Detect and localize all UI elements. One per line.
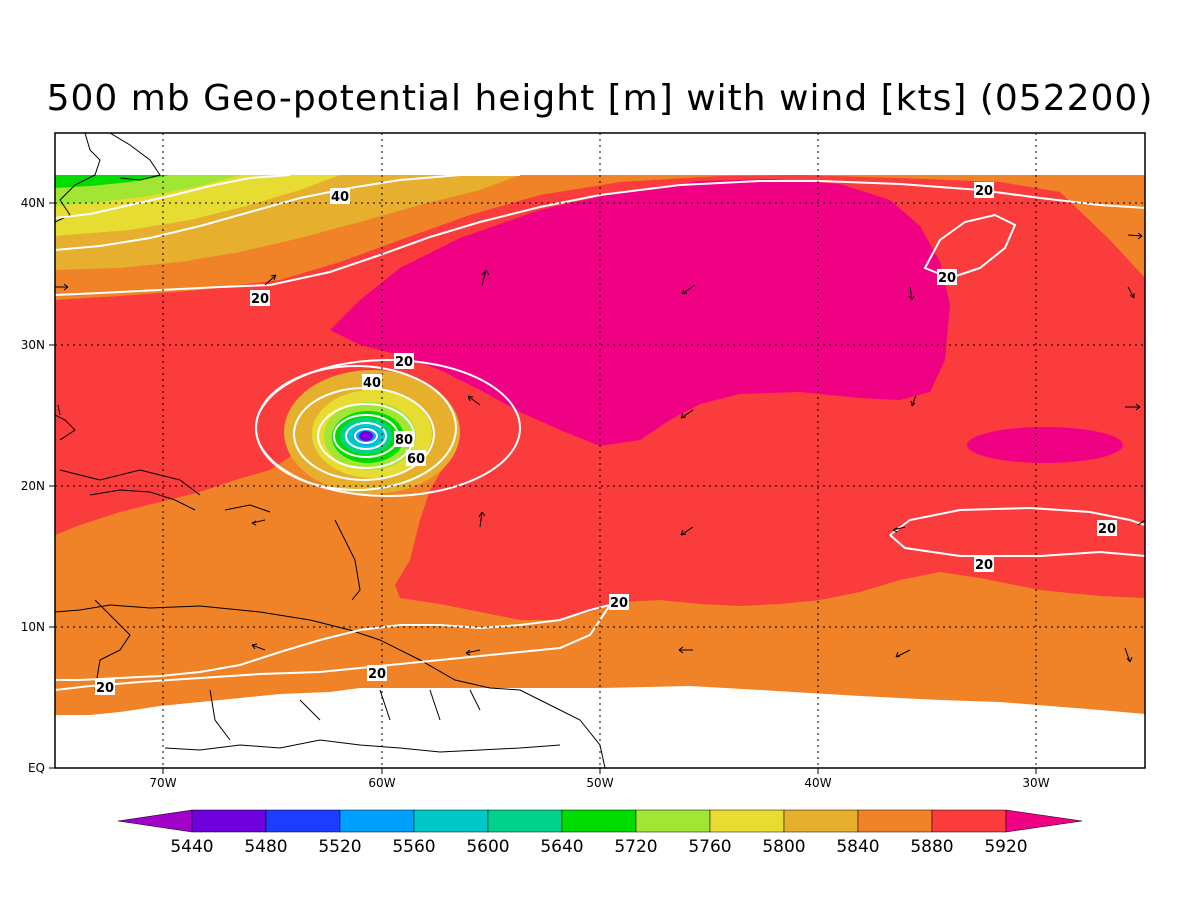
isotach-label: 20 bbox=[367, 665, 387, 682]
isotach-label: 20 bbox=[937, 269, 957, 286]
isotach-label: 20 bbox=[1097, 520, 1117, 537]
y-tick-label: EQ bbox=[28, 761, 45, 775]
colorbar-label: 5720 bbox=[614, 837, 657, 857]
colorbar-label: 5600 bbox=[466, 837, 509, 857]
colorbar-swatch bbox=[487, 809, 563, 833]
isotach-label: 20 bbox=[250, 290, 270, 307]
height-field bbox=[55, 133, 1145, 768]
isotach-label: 20 bbox=[394, 353, 414, 370]
svg-text:20: 20 bbox=[395, 355, 413, 370]
isotach-label: 80 bbox=[394, 431, 414, 448]
isotach-label: 20 bbox=[95, 679, 115, 696]
svg-text:60: 60 bbox=[407, 452, 425, 467]
colorbar-arrow-high bbox=[1005, 809, 1083, 833]
colorbar-label: 5800 bbox=[762, 837, 805, 857]
colorbar-swatch bbox=[783, 809, 859, 833]
colorbar-swatch bbox=[931, 809, 1007, 833]
axis-ticks bbox=[49, 202, 1037, 774]
colorbar-swatch bbox=[709, 809, 785, 833]
isotach-label: 40 bbox=[362, 374, 382, 391]
isotach-label: 40 bbox=[330, 188, 350, 205]
grid-lines bbox=[55, 133, 1145, 768]
colorbar-swatch bbox=[635, 809, 711, 833]
colorbar-arrow-low bbox=[117, 809, 193, 833]
x-tick-label: 40W bbox=[804, 776, 831, 790]
wind-vectors bbox=[55, 232, 1145, 663]
svg-text:20: 20 bbox=[975, 184, 993, 199]
height-blob-5960-east bbox=[967, 427, 1123, 463]
y-tick-label: 10N bbox=[21, 620, 45, 634]
colorbar: 5440 5480 5520 5560 5600 5640 5720 5760 … bbox=[117, 809, 1083, 857]
y-axis: EQ 10N 20N 30N 40N bbox=[21, 196, 45, 775]
svg-text:20: 20 bbox=[1098, 522, 1116, 537]
svg-text:20: 20 bbox=[368, 667, 386, 682]
colorbar-swatch bbox=[265, 809, 341, 833]
x-tick-label: 70W bbox=[149, 776, 176, 790]
x-tick-label: 60W bbox=[368, 776, 395, 790]
svg-text:20: 20 bbox=[610, 596, 628, 611]
colorbar-label: 5440 bbox=[170, 837, 213, 857]
x-tick-label: 30W bbox=[1022, 776, 1049, 790]
colorbar-label: 5520 bbox=[318, 837, 361, 857]
svg-text:20: 20 bbox=[975, 558, 993, 573]
svg-text:20: 20 bbox=[96, 681, 114, 696]
colorbar-swatch bbox=[561, 809, 637, 833]
colorbar-label: 5560 bbox=[392, 837, 435, 857]
isotach-label: 60 bbox=[406, 450, 426, 467]
colorbar-label: 5880 bbox=[910, 837, 953, 857]
colorbar-swatch bbox=[191, 809, 267, 833]
isotach-label: 20 bbox=[609, 594, 629, 611]
x-tick-label: 50W bbox=[586, 776, 613, 790]
isotach-label: 20 bbox=[974, 182, 994, 199]
colorbar-swatch bbox=[339, 809, 415, 833]
x-axis: 70W 60W 50W 40W 30W bbox=[149, 776, 1049, 790]
svg-text:20: 20 bbox=[251, 292, 269, 307]
colorbar-label: 5920 bbox=[984, 837, 1027, 857]
y-tick-label: 30N bbox=[21, 338, 45, 352]
colorbar-label: 5840 bbox=[836, 837, 879, 857]
y-tick-label: 40N bbox=[21, 196, 45, 210]
svg-text:80: 80 bbox=[395, 433, 413, 448]
colorbar-label: 5480 bbox=[244, 837, 287, 857]
map-title: 500 mb Geo-potential height [m] with win… bbox=[46, 78, 1154, 119]
svg-text:40: 40 bbox=[363, 376, 381, 391]
colorbar-swatch bbox=[857, 809, 933, 833]
colorbar-label: 5640 bbox=[540, 837, 583, 857]
coastlines bbox=[55, 133, 606, 768]
svg-text:20: 20 bbox=[938, 271, 956, 286]
height-band-5720-nw bbox=[55, 175, 170, 188]
y-tick-label: 20N bbox=[21, 479, 45, 493]
isotach-label: 20 bbox=[974, 556, 994, 573]
isotach-label-group: 40 20 20 20 20 40 80 60 20 20 20 20 20 bbox=[95, 182, 1117, 696]
height-band-5960 bbox=[330, 179, 950, 446]
svg-text:40: 40 bbox=[331, 190, 349, 205]
colorbar-swatch bbox=[413, 809, 489, 833]
colorbar-label: 5760 bbox=[688, 837, 731, 857]
